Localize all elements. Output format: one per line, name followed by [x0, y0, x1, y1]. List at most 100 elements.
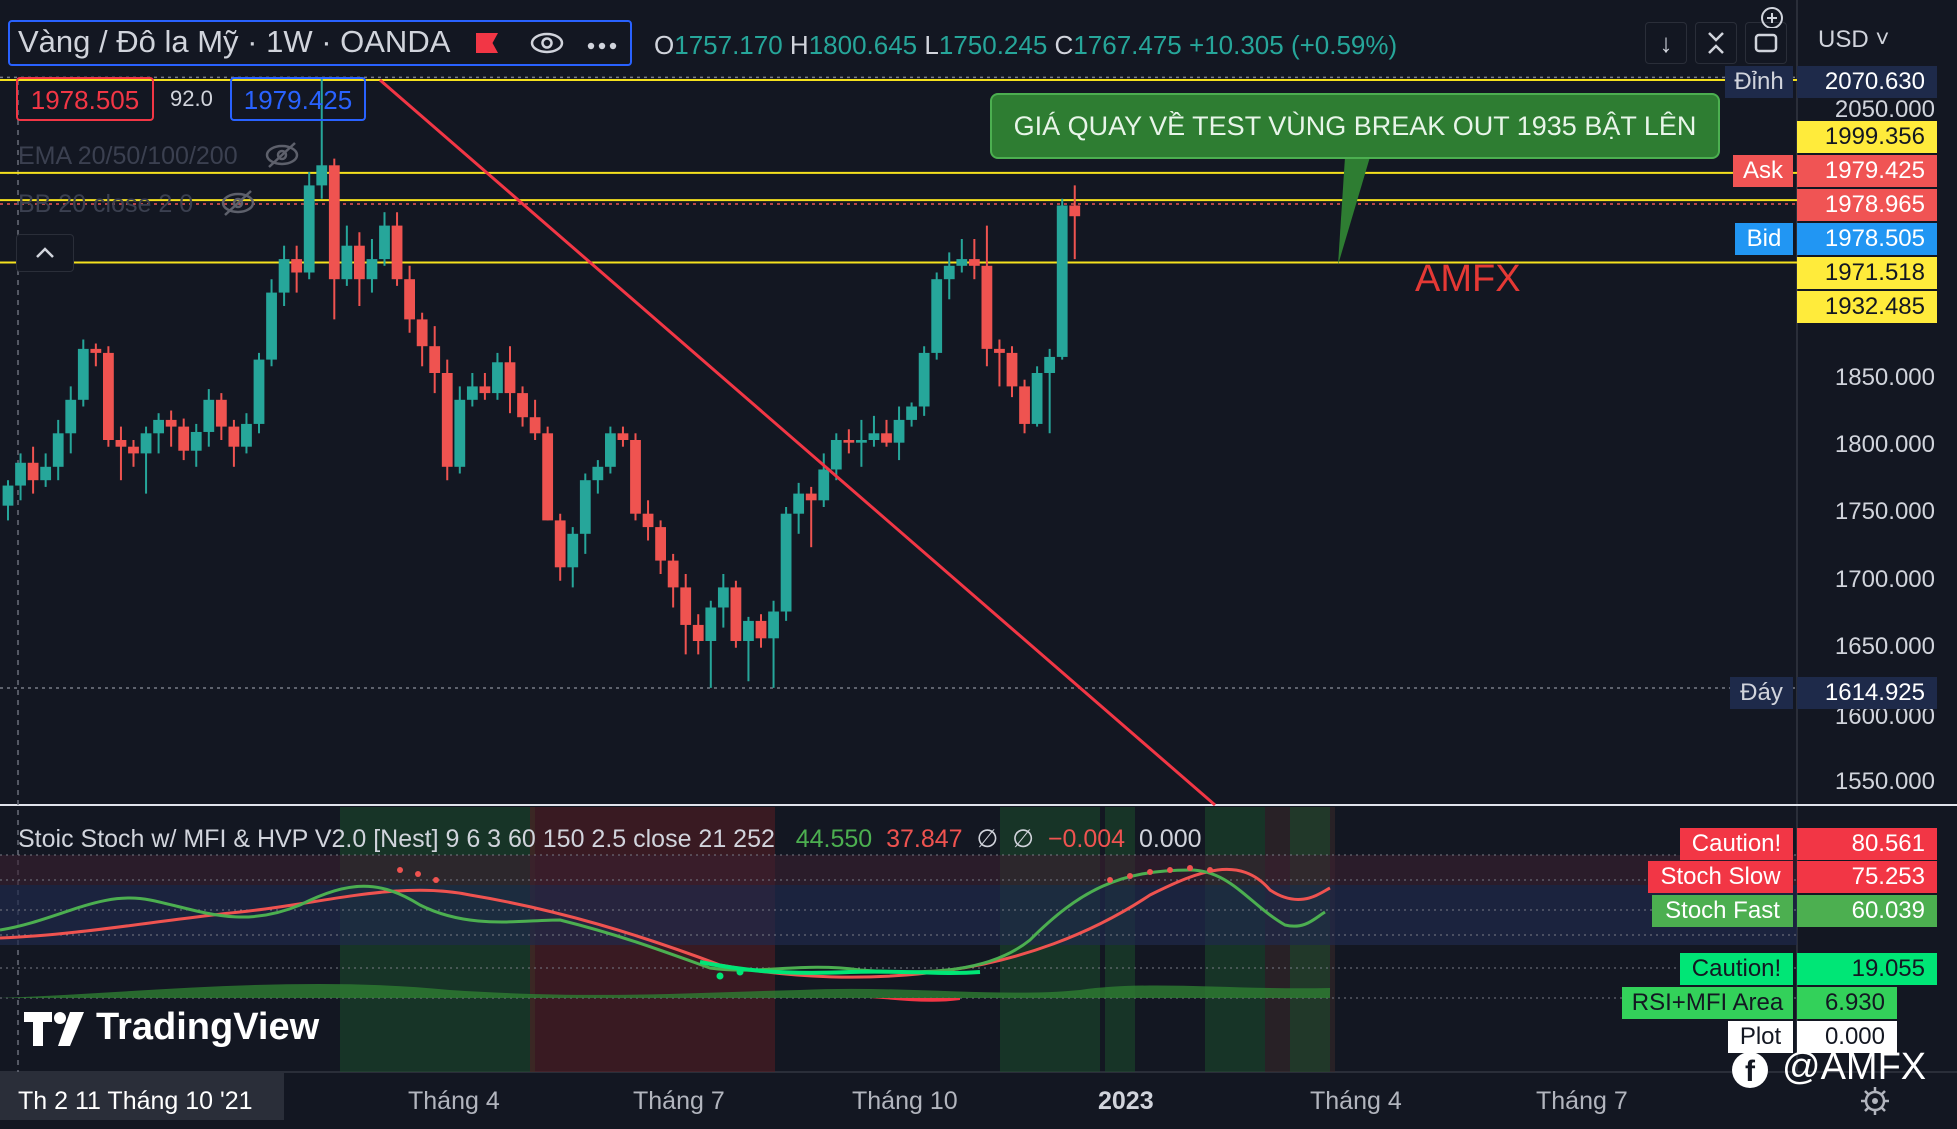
ask-tag-value: 1979.425 [1797, 155, 1937, 187]
plot-label: Plot [1728, 1021, 1793, 1053]
stoch-value: 0.000 [1138, 825, 1202, 853]
spread-value: 92.0 [170, 86, 213, 111]
candle-body [303, 185, 315, 273]
stoch-oversold-segment [699, 960, 981, 975]
candle-body [504, 362, 516, 394]
symbol-title[interactable]: Vàng / Đô la Mỹ · 1W · OANDA [18, 24, 451, 59]
stoch-fast-label: Stoch Fast [1652, 895, 1793, 927]
candle-body [203, 399, 215, 432]
candle-body [241, 423, 252, 447]
time-label: Tháng 10 [852, 1087, 958, 1115]
candle-body [115, 440, 127, 447]
trendline [379, 78, 1216, 807]
price-tick: 2050.000 [1834, 96, 1935, 123]
arrow-down-icon[interactable]: ↓ [1645, 22, 1687, 64]
price-tick: 1550.000 [1834, 768, 1935, 795]
candle-body [27, 462, 39, 481]
callout-pointer [1338, 157, 1370, 265]
low-tag-label: Đáy [1730, 677, 1793, 709]
more-dots-icon[interactable] [586, 38, 620, 50]
high-tag-value: 2070.630 [1797, 66, 1937, 98]
candle-body [642, 513, 654, 528]
candle-body [77, 348, 89, 400]
candle-body [366, 259, 378, 280]
low-label: L [924, 30, 939, 60]
time-label: 2023 [1098, 1087, 1154, 1115]
collapse-legend-button[interactable] [16, 234, 74, 272]
eye-icon[interactable] [530, 30, 564, 56]
candle-body [918, 352, 930, 407]
symbol-search-box[interactable] [8, 20, 632, 66]
close-value: 1767.475 [1073, 30, 1182, 60]
plot-value: 0.000 [1797, 1021, 1897, 1053]
change-value: +10.305 (+0.59%) [1189, 30, 1398, 60]
zoom-plus-icon[interactable] [1758, 4, 1786, 29]
candle-body [542, 433, 554, 521]
candle-body [266, 292, 277, 360]
candle-body [893, 419, 905, 443]
caution-top-label: Caution! [1680, 828, 1793, 860]
price-tick: 1650.000 [1834, 633, 1935, 660]
candle-body [416, 319, 428, 347]
candle-body [1069, 205, 1081, 217]
currency-selector[interactable]: USD ˅ [1818, 26, 1889, 54]
bb-indicator-label[interactable]: BB 20 close 2 0 [18, 190, 194, 218]
ema-indicator-label[interactable]: EMA 20/50/100/200 [18, 142, 238, 170]
candle-body [153, 419, 164, 434]
settings-gear-icon[interactable] [1858, 1084, 1892, 1118]
annotation-callout[interactable]: GIÁ QUAY VỀ TEST VÙNG BREAK OUT 1935 BẬT… [990, 93, 1720, 159]
candle-body [1031, 373, 1043, 424]
candle-body [316, 165, 328, 186]
stoch-signal-dot [716, 972, 724, 980]
level-tag: 1971.518 [1797, 257, 1937, 289]
candle-body [943, 265, 955, 280]
candle-body [680, 587, 692, 625]
candle-body [906, 406, 917, 420]
candle-body [1019, 386, 1030, 424]
candle-body [354, 245, 365, 280]
stoch-legend[interactable]: Stoic Stoch w/ MFI & HVP V2.0 [Nest] 9 6… [18, 824, 1202, 854]
candle-body [2, 485, 14, 506]
caution-bottom-value: 19.055 [1797, 953, 1937, 985]
candle-body [830, 440, 842, 470]
candle-body [178, 426, 190, 451]
chevron-up-icon [36, 247, 54, 258]
buy-button[interactable]: 1979.425 [230, 77, 366, 121]
candle-body [441, 373, 453, 467]
price-tick: 1850.000 [1834, 364, 1935, 391]
candle-body [52, 433, 64, 467]
high-label: H [789, 30, 809, 60]
candle-body [805, 493, 817, 501]
candle-body [65, 399, 77, 434]
candle-body [103, 352, 114, 440]
ohlc-readout: O1757.170 H1800.645 L1750.245 C1767.475 … [654, 30, 1397, 61]
stoch-value: 44.550 [795, 825, 873, 853]
level-tag: 1932.485 [1797, 291, 1937, 323]
eye-hidden-icon[interactable] [264, 140, 300, 170]
fullscreen-icon[interactable] [1745, 22, 1787, 64]
overbought-band [0, 855, 1797, 885]
stoch-signal-dot [1107, 877, 1113, 883]
candle-body [165, 419, 177, 427]
candle-body [881, 433, 892, 443]
collapse-icon[interactable] [1695, 22, 1737, 64]
stoch-signal-dot [415, 871, 421, 877]
candle-body [705, 607, 717, 641]
candle-body [755, 620, 767, 639]
high-tag-label: Đỉnh [1725, 66, 1793, 98]
crosshair-time: Th 2 11 Tháng 10 '21 [18, 1087, 253, 1115]
candle-body [617, 433, 629, 440]
rsi-mfi-value: 6.930 [1797, 987, 1897, 1019]
price-tick: 1750.000 [1834, 498, 1935, 525]
candle-body [466, 386, 478, 400]
flag-icon[interactable] [476, 33, 498, 53]
candle-body [667, 560, 679, 588]
eye-hidden-icon[interactable] [220, 188, 256, 218]
open-value: 1757.170 [674, 30, 783, 60]
sell-button[interactable]: 1978.505 [16, 77, 154, 121]
stoch-fast-value: 60.039 [1797, 895, 1937, 927]
candle-body [655, 527, 666, 561]
bid-tag-label: Bid [1735, 223, 1793, 255]
low-tag-value: 1614.925 [1797, 677, 1937, 709]
